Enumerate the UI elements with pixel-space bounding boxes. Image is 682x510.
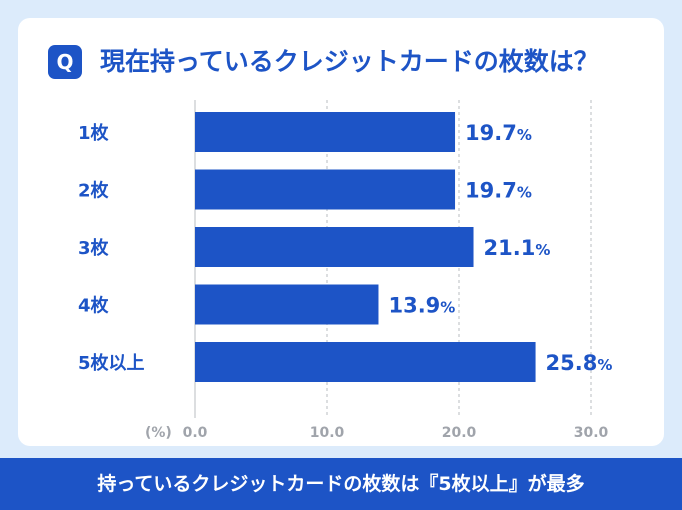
x-tick-label: 10.0 <box>310 425 345 441</box>
bar <box>195 227 474 267</box>
x-tick-label: 30.0 <box>574 425 609 441</box>
question-badge: Q <box>48 45 82 79</box>
x-axis-unit-label: (%) <box>145 425 172 441</box>
category-label: 3枚 <box>78 237 110 259</box>
x-tick-label: 0.0 <box>183 425 208 441</box>
category-label: 4枚 <box>78 295 110 317</box>
value-label: 25.8% <box>546 351 613 375</box>
value-label: 19.7% <box>465 121 532 145</box>
x-tick-label: 20.0 <box>442 425 477 441</box>
bar <box>195 284 379 325</box>
footer-banner: 持っているクレジットカードの枚数は『5枚以上』が最多 <box>0 458 682 510</box>
value-label: 21.1% <box>484 236 551 260</box>
bar <box>195 342 536 382</box>
value-label: 13.9% <box>388 294 455 318</box>
bar <box>195 112 456 152</box>
bar <box>195 169 456 210</box>
value-label: 19.7% <box>465 179 532 203</box>
category-label: 2枚 <box>78 180 110 202</box>
category-label: 1枚 <box>78 122 110 144</box>
bar-chart: 1枚 19.7% 2枚 19.7% 3枚 21.1% 4枚 13.9% 5枚以上 25.8% (%)… <box>78 100 613 441</box>
category-label: 5枚以上 <box>78 352 145 374</box>
chart-title: 現在持っているクレジットカードの枚数は？ <box>100 47 599 76</box>
